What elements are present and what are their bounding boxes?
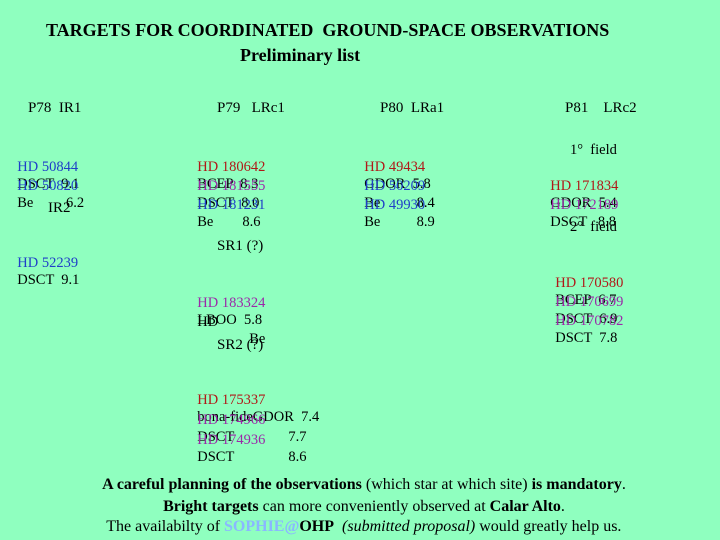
star-info: Be 8.6 xyxy=(197,214,261,230)
target-row: HD 49930 Be 8.9 xyxy=(357,180,435,231)
star-info: Be 8.4 xyxy=(364,195,435,211)
star-id: HD 180642 xyxy=(197,159,266,175)
footer-line-2: Bright targets can more conveniently obs… xyxy=(0,480,720,516)
star-id: HD 52239 xyxy=(17,255,79,271)
star-id: HD 49434 xyxy=(364,159,426,175)
target-row: HD 174936 DSCT 8.6 xyxy=(190,415,307,466)
star-id: HD 172189 xyxy=(550,197,619,213)
star-id: HD 174966 xyxy=(197,412,266,428)
star-id: HD 181555 xyxy=(197,178,266,194)
star-info: LBOO 5.8 xyxy=(197,312,263,328)
section-label-ir2: IR2 xyxy=(48,200,71,216)
footer-text: . xyxy=(621,476,626,493)
star-id: HD 170782 xyxy=(555,313,624,329)
star-info: DSCT 8.0 xyxy=(197,195,260,211)
target-row: HD 170699 DSCT 6.9 xyxy=(548,277,623,328)
star-info: DSCT 8.6 xyxy=(197,449,307,465)
footer-line-1: A careful planning of the observations (… xyxy=(0,458,720,494)
star-id: HD 175337 xyxy=(197,392,266,408)
footer-emphasis: OHP xyxy=(299,518,335,535)
target-row: HD 174966 DSCT 7.7 xyxy=(190,395,307,446)
column-header-p80: P80 LRa1 xyxy=(380,100,445,116)
star-id: HD 170580 xyxy=(555,275,624,291)
target-row: HD 175337 bona-fideGDOR 7.4 xyxy=(190,375,319,426)
star-id: HD 181231 xyxy=(197,197,266,213)
target-row: HD 180642 BCEP 8.3 xyxy=(190,142,265,193)
target-row: HD Be xyxy=(190,297,265,348)
field-label-1deg: 1° field xyxy=(570,142,617,158)
star-id: HD 50820 xyxy=(17,178,79,194)
section-label-sr1: SR1 (?) xyxy=(217,238,264,254)
page-subtitle: Preliminary list xyxy=(240,45,361,65)
target-row: HD 49434 GDOR 5.8 xyxy=(357,142,431,193)
target-row: HD 50844 DSCT 9.1 xyxy=(10,142,79,193)
page-title: TARGETS FOR COORDINATED GROUND-SPACE OBS… xyxy=(46,20,610,40)
target-row: HD 183324 LBOO 5.8 xyxy=(190,278,265,329)
footer-text: can more conveniently observed at xyxy=(258,498,490,515)
sophie-link[interactable]: SOPHIE@ xyxy=(224,518,300,535)
section-label-sr2: SR2 (?) xyxy=(217,337,264,353)
star-info: DSCT 6.9 xyxy=(555,311,618,327)
star-info: DSCT 8.8 xyxy=(550,214,617,230)
star-id: HD 49930 xyxy=(364,197,426,213)
star-id: HD 183324 xyxy=(197,295,266,311)
star-id: HD 171834 xyxy=(550,178,619,194)
column-header-p78: P78 IR1 xyxy=(28,100,82,116)
star-id: HD 50209 xyxy=(364,178,426,194)
footer-text: (which star at which site) xyxy=(361,476,532,493)
footer-emphasis: Calar Alto xyxy=(489,498,561,515)
star-info: DSCT 9.1 xyxy=(17,272,80,288)
column-header-p79: P79 LRc1 xyxy=(217,100,285,116)
star-info: Be 8.9 xyxy=(364,214,435,230)
star-id: HD 50844 xyxy=(17,159,79,175)
target-row: HD 170580 BCEP 6.7 xyxy=(548,258,623,309)
target-row: HD 50820 Be 6.2 xyxy=(10,161,84,212)
star-info: BCEP 8.3 xyxy=(197,176,259,192)
footer-emphasis: Bright targets xyxy=(163,498,259,515)
star-id: HD 170699 xyxy=(555,294,624,310)
target-row: HD 170782 DSCT 7.8 xyxy=(548,296,623,347)
footer-text: . xyxy=(560,498,565,515)
star-info: DSCT 7.7 xyxy=(197,429,307,445)
column-header-p81: P81 LRc2 xyxy=(565,100,637,116)
star-id: HD 174936 xyxy=(197,432,266,448)
target-row: HD 52239 DSCT 9.1 xyxy=(10,238,79,289)
target-row: HD 50209 Be 8.4 xyxy=(357,161,435,212)
star-info: Be xyxy=(249,331,266,347)
star-info: GDOR 5.4 xyxy=(550,195,617,211)
footer-line-3: The availabilty of SOPHIE@OHP (submitted… xyxy=(0,500,720,536)
footer-text: The availabilty of xyxy=(106,518,225,535)
target-row: HD 172189 DSCT 8.8 xyxy=(543,180,618,231)
star-info: GDOR 5.8 xyxy=(364,176,431,192)
target-row: HD 171834 GDOR 5.4 xyxy=(543,161,618,212)
footer-italic: (submitted proposal) xyxy=(334,518,476,535)
field-label-2deg: 2° field xyxy=(570,219,617,235)
target-row: HD 181231 Be 8.6 xyxy=(190,180,265,231)
star-info: Be 6.2 xyxy=(17,195,85,211)
star-info: DSCT 9.1 xyxy=(17,176,80,192)
star-info: DSCT 7.8 xyxy=(555,330,618,346)
star-info: BCEP 6.7 xyxy=(555,292,617,308)
target-row: HD 181555 DSCT 8.0 xyxy=(190,161,265,212)
footer-emphasis: is mandatory xyxy=(531,476,622,493)
star-info: bona-fideGDOR 7.4 xyxy=(197,409,320,425)
footer-text: would greatly help us. xyxy=(475,518,622,535)
star-id: HD xyxy=(197,314,219,330)
footer-emphasis: A careful planning of the observations xyxy=(102,476,362,493)
